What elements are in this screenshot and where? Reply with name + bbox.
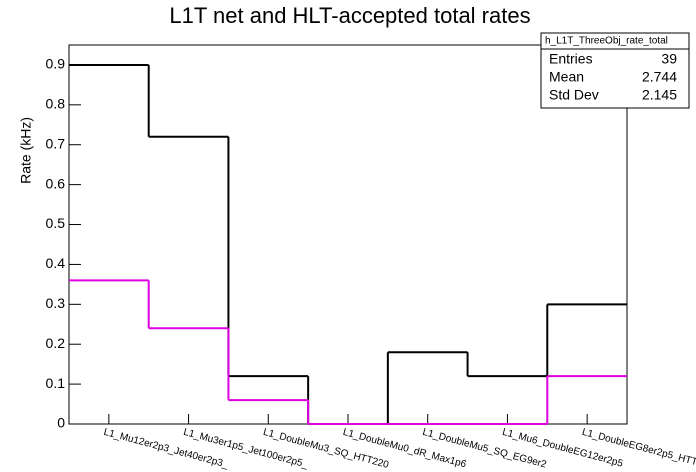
stats-label: Mean xyxy=(549,69,584,85)
y-tick-label: 0.8 xyxy=(46,96,66,112)
y-tick-label: 0.5 xyxy=(46,215,66,231)
y-tick-label: 0.4 xyxy=(46,255,66,271)
stats-frame xyxy=(540,32,690,109)
y-tick-label: 0.9 xyxy=(46,56,66,72)
y-tick-label: 0.1 xyxy=(46,375,66,391)
y-tick-label: 0.7 xyxy=(46,135,66,151)
stats-value: 2.744 xyxy=(642,69,677,85)
stats-label: Std Dev xyxy=(549,87,599,103)
y-tick-label: 0.6 xyxy=(46,175,66,191)
stats-value: 2.145 xyxy=(642,87,677,103)
stats-value: 39 xyxy=(661,51,677,67)
stats-label: Entries xyxy=(549,51,593,67)
stats-box: h_L1T_ThreeObj_rate_total Entries 39 Mea… xyxy=(540,32,690,109)
chart-title: L1T net and HLT-accepted total rates xyxy=(169,3,530,28)
stats-title: h_L1T_ThreeObj_rate_total xyxy=(545,36,668,47)
y-tick-label: 0.3 xyxy=(46,295,66,311)
y-tick-label: 0.2 xyxy=(46,335,66,351)
y-axis-label: Rate (kHz) xyxy=(18,117,34,184)
y-tick-label: 0 xyxy=(57,415,65,431)
